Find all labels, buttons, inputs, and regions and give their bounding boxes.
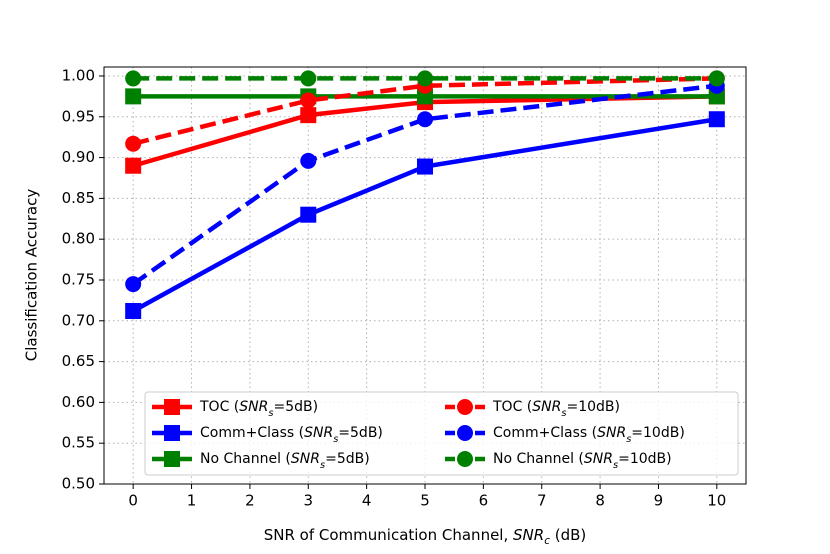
series-line xyxy=(131,83,718,286)
y-tick-label: 0.70 xyxy=(62,311,95,329)
y-tick-label: 0.50 xyxy=(62,475,95,493)
y-tick-label: 1.00 xyxy=(62,66,95,84)
legend-label: TOC (SNRs=10dB) xyxy=(492,399,620,419)
legend-frame xyxy=(144,391,739,476)
x-tick-label: 0 xyxy=(128,492,138,510)
marker xyxy=(300,152,317,169)
marker xyxy=(417,158,433,175)
legend-marker xyxy=(164,425,180,441)
marker xyxy=(300,107,317,124)
axes-frame xyxy=(103,66,747,485)
y-tick-label: 0.85 xyxy=(62,189,95,207)
legend-label: TOC (SNRs=5dB) xyxy=(199,399,318,419)
x-tick-label: 6 xyxy=(479,492,489,510)
x-tick-label: 3 xyxy=(303,492,313,510)
marker xyxy=(300,70,317,87)
x-tick-label: 7 xyxy=(537,492,547,510)
y-tick-label: 0.90 xyxy=(62,148,95,166)
marker xyxy=(125,302,142,319)
legend-marker xyxy=(457,451,473,467)
x-tick-label: 8 xyxy=(595,492,605,510)
marker xyxy=(708,70,725,87)
marker xyxy=(300,92,317,109)
legend-marker xyxy=(457,399,473,415)
marker xyxy=(125,135,142,152)
legend: TOC (SNRs=5dB) Comm+Class (SNRs=5dB) No Ch… xyxy=(144,391,739,476)
x-tick-label: 2 xyxy=(245,492,255,510)
marker xyxy=(125,276,142,293)
legend-marker xyxy=(164,399,180,415)
y-tick-label: 0.80 xyxy=(62,230,95,248)
y-tick-label: 0.60 xyxy=(62,393,95,411)
x-tick-label: 10 xyxy=(707,492,726,510)
y-tick-label: 0.55 xyxy=(62,434,95,452)
marker xyxy=(125,157,142,174)
marker xyxy=(300,206,317,223)
legend-marker xyxy=(457,425,473,441)
marker xyxy=(708,111,725,128)
y-axis-label: Classification Accuracy xyxy=(23,189,41,362)
series-line xyxy=(132,94,717,168)
x-tick-label: 1 xyxy=(187,492,197,510)
x-tick-label: 4 xyxy=(362,492,372,510)
marker xyxy=(417,70,433,87)
x-tick-label: 9 xyxy=(654,492,664,510)
legend-label: No Channel (SNRs=10dB) xyxy=(493,451,672,471)
x-tick-label: 5 xyxy=(420,492,430,510)
legend-label: No Channel (SNRs=5dB) xyxy=(200,451,370,471)
series-line xyxy=(132,76,717,146)
x-axis-label: SNR of Communication Channel, SNRc (dB) xyxy=(264,526,587,548)
legend-label: Comm+Class (SNRs=10dB) xyxy=(493,425,685,445)
y-tick-label: 0.95 xyxy=(62,107,95,125)
legend-marker xyxy=(164,451,180,467)
series-line xyxy=(132,117,718,313)
y-tick-label: 0.75 xyxy=(62,270,95,288)
marker xyxy=(125,70,142,87)
y-tick-label: 0.65 xyxy=(62,352,95,370)
legend-label: Comm+Class (SNRs=5dB) xyxy=(200,425,383,445)
marker xyxy=(125,88,142,105)
marker xyxy=(417,111,433,128)
